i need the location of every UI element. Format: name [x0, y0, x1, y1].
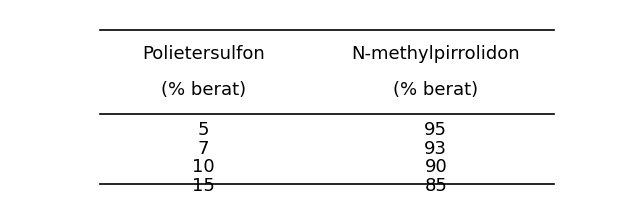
Text: (% berat): (% berat)	[393, 81, 478, 99]
Text: 85: 85	[424, 177, 447, 195]
Text: 95: 95	[424, 121, 447, 139]
Text: 93: 93	[424, 140, 447, 158]
Text: 15: 15	[192, 177, 215, 195]
Text: (% berat): (% berat)	[161, 81, 246, 99]
Text: N-methylpirrolidon: N-methylpirrolidon	[352, 45, 520, 63]
Text: 90: 90	[424, 159, 447, 176]
Text: Polietersulfon: Polietersulfon	[142, 45, 265, 63]
Text: 5: 5	[198, 121, 209, 139]
Text: 10: 10	[192, 159, 214, 176]
Text: 7: 7	[198, 140, 209, 158]
